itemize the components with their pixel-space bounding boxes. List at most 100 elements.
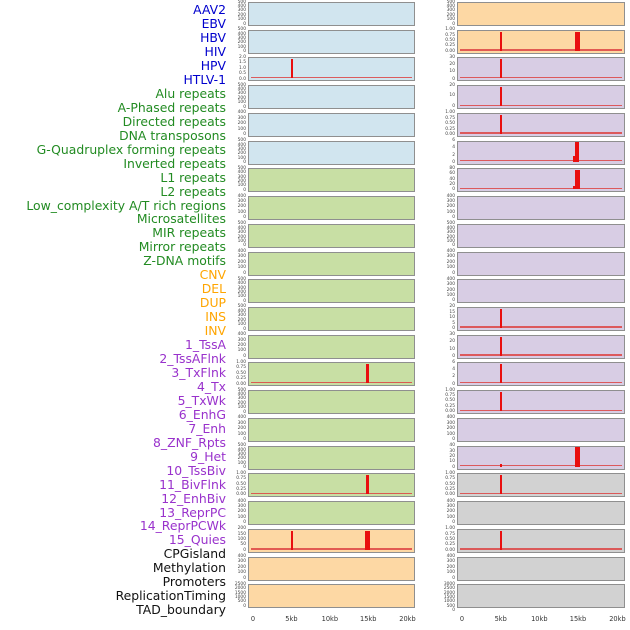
signal-spike <box>575 31 580 51</box>
y-tick-label: 100 <box>237 322 246 328</box>
y-axis-ticks: 400 300 200 100 0 <box>220 194 246 221</box>
panel-13_ReprPC <box>457 390 625 415</box>
y-tick-label: 400 <box>237 447 246 453</box>
signal-spike <box>575 447 580 467</box>
y-tick-label: 0 <box>452 326 455 332</box>
panel-ReplicationTiming <box>457 556 625 581</box>
y-axis-ticks: 1.00 0.75 0.50 0.25 0.00 <box>220 471 246 498</box>
y-axis-ticks: 400 300 200 100 0 <box>429 415 455 442</box>
track-label: DNA transposons <box>119 127 226 143</box>
y-tick-label: 2500 <box>443 586 455 592</box>
panel-HTLV-1 <box>248 140 415 165</box>
y-tick-label: 1000 <box>234 594 246 600</box>
panel-EBV <box>248 29 415 54</box>
y-tick-label: 300 <box>237 396 246 402</box>
y-tick-label: 500 <box>446 0 455 5</box>
y-tick-label: 400 <box>446 498 455 504</box>
y-tick-label: 1.00 <box>445 110 455 116</box>
track-label: 8_ZNF_Rpts <box>153 434 226 450</box>
y-tick-label: 0 <box>452 270 455 276</box>
y-tick-label: 200 <box>446 12 455 18</box>
y-tick-label: 1500 <box>443 594 455 600</box>
signal-spike <box>500 114 503 134</box>
x-tick-label: 10kb <box>531 614 548 623</box>
track-label: Low_complexity A/T rich regions <box>26 197 226 213</box>
y-tick-label: 400 <box>446 415 455 421</box>
y-tick-label: 400 <box>446 276 455 282</box>
track-label: HTLV-1 <box>183 71 226 87</box>
y-tick-label: 0 <box>243 547 246 553</box>
y-tick-label: 0.00 <box>236 381 246 387</box>
signal-baseline <box>460 160 622 162</box>
y-tick-label: 0.50 <box>445 38 455 43</box>
y-tick-label: 200 <box>237 204 246 210</box>
panel-14_ReprPCWk <box>457 417 625 442</box>
y-tick-label: 0 <box>243 270 246 276</box>
panel-INV <box>457 29 625 54</box>
y-tick-label: 100 <box>446 238 455 244</box>
signal-baseline <box>251 381 412 384</box>
y-tick-label: 15 <box>449 309 455 315</box>
signal-baseline <box>251 76 412 79</box>
signal-spike <box>572 185 575 190</box>
signal-spike <box>500 59 503 79</box>
y-axis-ticks: 1.00 0.75 0.50 0.25 0.00 <box>429 27 455 54</box>
x-tick-label: 20kb <box>609 614 626 623</box>
y-tick-label: 0 <box>452 159 455 165</box>
track-label: Directed repeats <box>122 113 226 129</box>
y-tick-label: 30 <box>449 448 455 454</box>
y-tick-label: 100 <box>237 209 246 215</box>
panel-A-Phased repeats <box>248 196 415 221</box>
y-tick-label: 400 <box>237 225 246 231</box>
y-axis-ticks: 1.00 0.75 0.50 0.25 0.00 <box>429 526 455 553</box>
y-tick-label: 0.25 <box>445 487 455 493</box>
track-label: INV <box>204 323 226 339</box>
y-tick-label: 0.50 <box>445 121 455 127</box>
signal-spike <box>290 59 294 79</box>
panel-HPV <box>248 112 415 137</box>
y-axis-ticks: 400 300 200 100 0 <box>429 276 455 304</box>
panel-DUP <box>248 584 415 609</box>
y-tick-label: 400 <box>446 249 455 255</box>
panel-5_TxWk <box>457 168 625 193</box>
y-tick-label: 400 <box>446 3 455 9</box>
y-tick-label: 400 <box>237 170 246 176</box>
y-tick-label: 400 <box>237 415 246 421</box>
y-tick-label: 0 <box>243 131 246 137</box>
y-tick-label: 0.50 <box>236 370 246 376</box>
y-axis-ticks: 1.00 0.75 0.50 0.25 0.00 <box>220 360 246 387</box>
x-tick-label: 15kb <box>569 614 587 623</box>
y-axis-ticks: 1.00 0.75 0.50 0.25 0.00 <box>429 110 455 137</box>
y-tick-label: 300 <box>237 174 246 180</box>
y-tick-label: 10 <box>449 315 455 321</box>
track-label: 6_EnhG <box>178 406 226 422</box>
panel-8_ZNF_Rpts <box>457 251 625 276</box>
y-axis-ticks: 400 300 200 100 0 <box>429 554 455 581</box>
y-tick-label: 500 <box>237 165 246 171</box>
y-tick-label: 400 <box>446 225 455 231</box>
signal-spike <box>366 364 369 384</box>
panel-Low_complexity A/T rich regions <box>248 390 415 415</box>
signal-baseline <box>460 187 622 190</box>
y-tick-label: 200 <box>446 234 455 240</box>
x-tick-label: 5kb <box>494 614 507 623</box>
track-label: 13_ReprPC <box>159 504 226 520</box>
panel-Promoters <box>457 528 625 553</box>
y-axis-ticks: 400 300 200 100 0 <box>220 249 246 276</box>
track-label: G-Quadruplex forming repeats <box>36 141 226 157</box>
y-tick-label: 0 <box>452 243 455 249</box>
y-axis-ticks: 500 400 300 200 100 0 <box>220 83 246 110</box>
y-tick-label: 400 <box>237 110 246 116</box>
y-tick-label: 400 <box>237 332 246 338</box>
y-tick-label: 300 <box>237 559 246 565</box>
y-tick-label: 300 <box>446 230 455 236</box>
y-tick-label: 500 <box>237 387 246 393</box>
y-tick-label: 0 <box>243 215 246 221</box>
y-tick-label: 300 <box>446 559 455 565</box>
y-tick-label: 300 <box>446 420 455 426</box>
y-tick-label: 40 <box>449 443 455 449</box>
y-tick-label: 300 <box>237 337 246 343</box>
track-label: MIR repeats <box>152 225 226 241</box>
y-tick-label: 0.00 <box>445 492 455 498</box>
